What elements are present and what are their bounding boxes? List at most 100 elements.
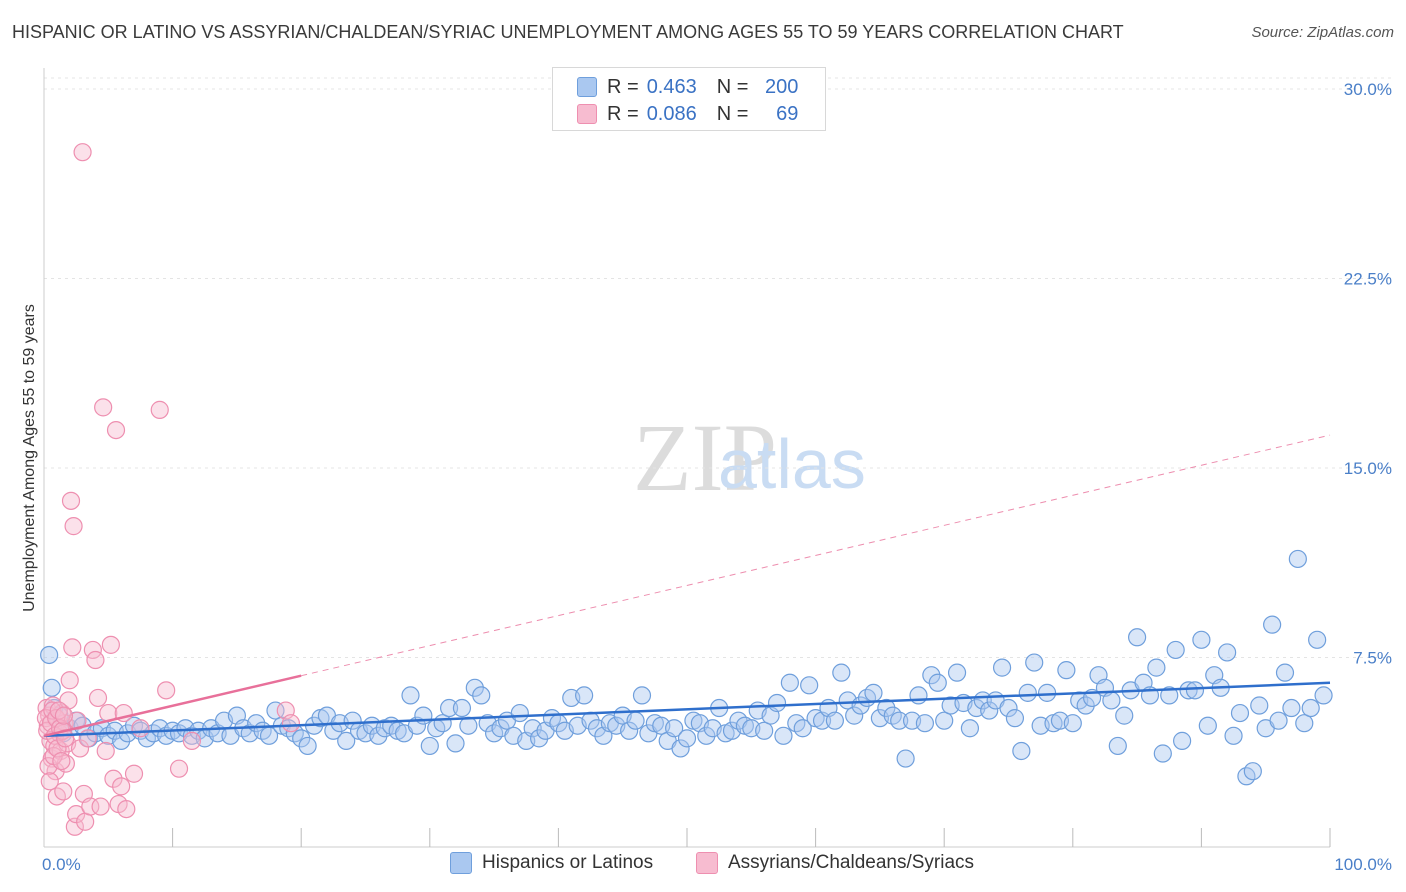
hispanic-point xyxy=(922,666,941,685)
hispanic-point xyxy=(1314,686,1333,705)
hispanic-point xyxy=(343,711,362,730)
hispanic-point xyxy=(1025,653,1044,672)
hispanic-point xyxy=(40,645,59,665)
hispanic-point xyxy=(1108,736,1127,756)
legend-item-assyrian[interactable]: Assyrians/Chaldeans/Syriacs xyxy=(696,852,974,874)
hispanic-point xyxy=(755,721,774,740)
assyrian-point xyxy=(49,701,68,720)
assyrian-point xyxy=(124,764,144,783)
assyrian-point xyxy=(101,635,120,654)
hispanic-point xyxy=(947,663,967,682)
hispanic-point xyxy=(401,686,420,705)
assyrian-point xyxy=(112,777,131,796)
hispanic-point xyxy=(671,739,690,758)
hispanic-point xyxy=(472,686,491,705)
legend-swatch-assyrian xyxy=(696,852,718,874)
assyrian-point xyxy=(64,517,83,536)
hispanic-point xyxy=(1230,703,1250,723)
hispanic-point xyxy=(369,726,388,745)
hispanic-point xyxy=(446,734,465,753)
assyrian-point xyxy=(169,759,189,778)
assyrian-point xyxy=(54,782,73,801)
hispanic-point xyxy=(999,698,1018,718)
hispanic-point xyxy=(928,673,947,692)
r-label: R = xyxy=(607,75,639,98)
hispanic-point xyxy=(825,711,844,730)
watermark-atlas: atlas xyxy=(718,425,866,503)
hispanic-point xyxy=(626,711,645,730)
hispanic-point xyxy=(1115,706,1134,725)
assyrian-point xyxy=(86,650,105,670)
hispanic-point xyxy=(677,729,697,748)
assyrian-point xyxy=(150,400,169,419)
hispanic-point xyxy=(793,719,812,738)
hispanic-point xyxy=(575,686,594,705)
hispanic-point xyxy=(1185,681,1205,700)
hispanic-point xyxy=(1250,696,1269,715)
assyrian-point xyxy=(78,729,97,748)
hispanic-point xyxy=(337,731,356,750)
hispanic-point xyxy=(465,678,484,697)
hispanic-point xyxy=(510,703,529,723)
hispanic-point xyxy=(832,663,851,682)
trend-line-hispanic xyxy=(43,681,1331,738)
hispanic-point xyxy=(890,711,909,730)
hispanic-point xyxy=(697,726,716,745)
hispanic-point xyxy=(800,676,819,695)
y-tick-label: 30.0% xyxy=(1344,80,1392,99)
hispanic-point xyxy=(439,698,459,718)
legend-stats: R = 0.463 N = 200 R = 0.086 N = 69 xyxy=(552,67,826,131)
y-tick-label: 22.5% xyxy=(1344,270,1392,289)
legend-label-hispanic: Hispanics or Latinos xyxy=(482,852,654,873)
hispanic-point xyxy=(864,683,883,702)
hispanic-point xyxy=(980,701,999,720)
hispanic-point xyxy=(1243,762,1262,781)
n-label: N = xyxy=(716,102,749,125)
hispanic-point xyxy=(1198,716,1217,735)
r-value: 0.463 xyxy=(646,75,697,98)
hispanic-point xyxy=(324,721,343,740)
assyrian-point xyxy=(40,772,59,791)
hispanic-point xyxy=(1147,658,1166,677)
r-value: 0.086 xyxy=(646,102,697,125)
assyrian-point xyxy=(52,751,71,771)
hispanic-point xyxy=(877,698,896,718)
legend-label-assyrian: Assyrians/Chaldeans/Syriacs xyxy=(728,852,975,873)
hispanic-point xyxy=(433,714,452,733)
watermark: ZIP atlas xyxy=(633,404,866,511)
hispanic-point xyxy=(632,686,652,705)
hispanic-point xyxy=(42,678,61,697)
hispanic-point xyxy=(1160,686,1179,705)
grid xyxy=(44,77,1392,658)
hispanic-point xyxy=(420,736,439,756)
watermark-zip: ZIP xyxy=(633,404,777,511)
assyrian-point xyxy=(54,706,74,725)
hispanic-point xyxy=(1153,744,1172,763)
hispanic-point xyxy=(530,729,549,748)
assyrian-point xyxy=(157,681,176,700)
hispanic-point xyxy=(1282,698,1301,718)
source-label: Source: ZipAtlas.com xyxy=(1251,24,1394,41)
hispanic-point xyxy=(298,736,317,756)
trend-line-assyrian-dashed xyxy=(301,434,1331,677)
hispanic-point xyxy=(665,719,684,738)
hispanic-point xyxy=(1263,615,1282,634)
swatch-assyrian xyxy=(577,104,597,124)
x-tick-label: 100.0% xyxy=(1334,855,1392,874)
hispanic-point xyxy=(1275,663,1295,682)
hispanic-point xyxy=(1192,630,1211,649)
trend-lines xyxy=(43,434,1331,738)
hispanic-point xyxy=(1179,681,1198,700)
assyrian-point xyxy=(73,143,92,162)
hispanic-point xyxy=(292,729,311,748)
ticks: 7.5% 15.0% 22.5% 30.0% 0.0% 100.0% xyxy=(42,80,1392,874)
hispanic-point xyxy=(1166,640,1185,660)
legend-item-hispanic[interactable]: Hispanics or Latinos xyxy=(450,852,653,874)
hispanic-point xyxy=(774,726,793,745)
hispanic-point xyxy=(909,686,928,705)
hispanic-point xyxy=(1063,714,1082,733)
hispanic-point xyxy=(960,719,980,738)
trend-line-assyrian-solid xyxy=(43,674,302,738)
hispanic-point xyxy=(1224,726,1243,745)
assyrian-point xyxy=(96,741,115,761)
